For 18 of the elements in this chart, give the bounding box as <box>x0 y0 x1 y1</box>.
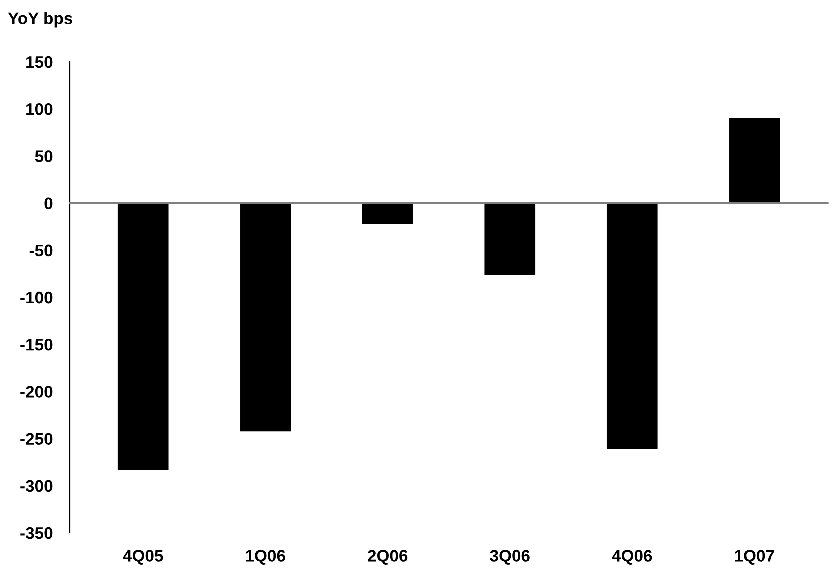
x-tick-label: 1Q06 <box>246 550 286 566</box>
y-tick-label: 0 <box>44 198 53 210</box>
y-tick-label: -250 <box>20 433 53 446</box>
x-tick-label: 4Q05 <box>123 550 164 566</box>
x-tick-label: 4Q06 <box>612 550 652 566</box>
x-tick-label: 2Q06 <box>368 550 408 566</box>
y-tick-label: 150 <box>26 56 53 68</box>
y-tick-label: 50 <box>35 150 53 162</box>
y-tick-label: 100 <box>26 104 53 116</box>
y-tick-label: -350 <box>20 527 53 540</box>
y-tick-label: -50 <box>30 244 53 257</box>
x-tick-label: 3Q06 <box>490 550 530 566</box>
x-tick-label: 1Q07 <box>735 550 774 566</box>
y-tick-label: -150 <box>20 339 53 351</box>
y-tick-label: -300 <box>20 480 53 492</box>
y-axis-title: YoY bps <box>8 12 72 28</box>
y-tick-label: -100 <box>20 292 53 304</box>
y-tick-label: -200 <box>20 386 53 398</box>
